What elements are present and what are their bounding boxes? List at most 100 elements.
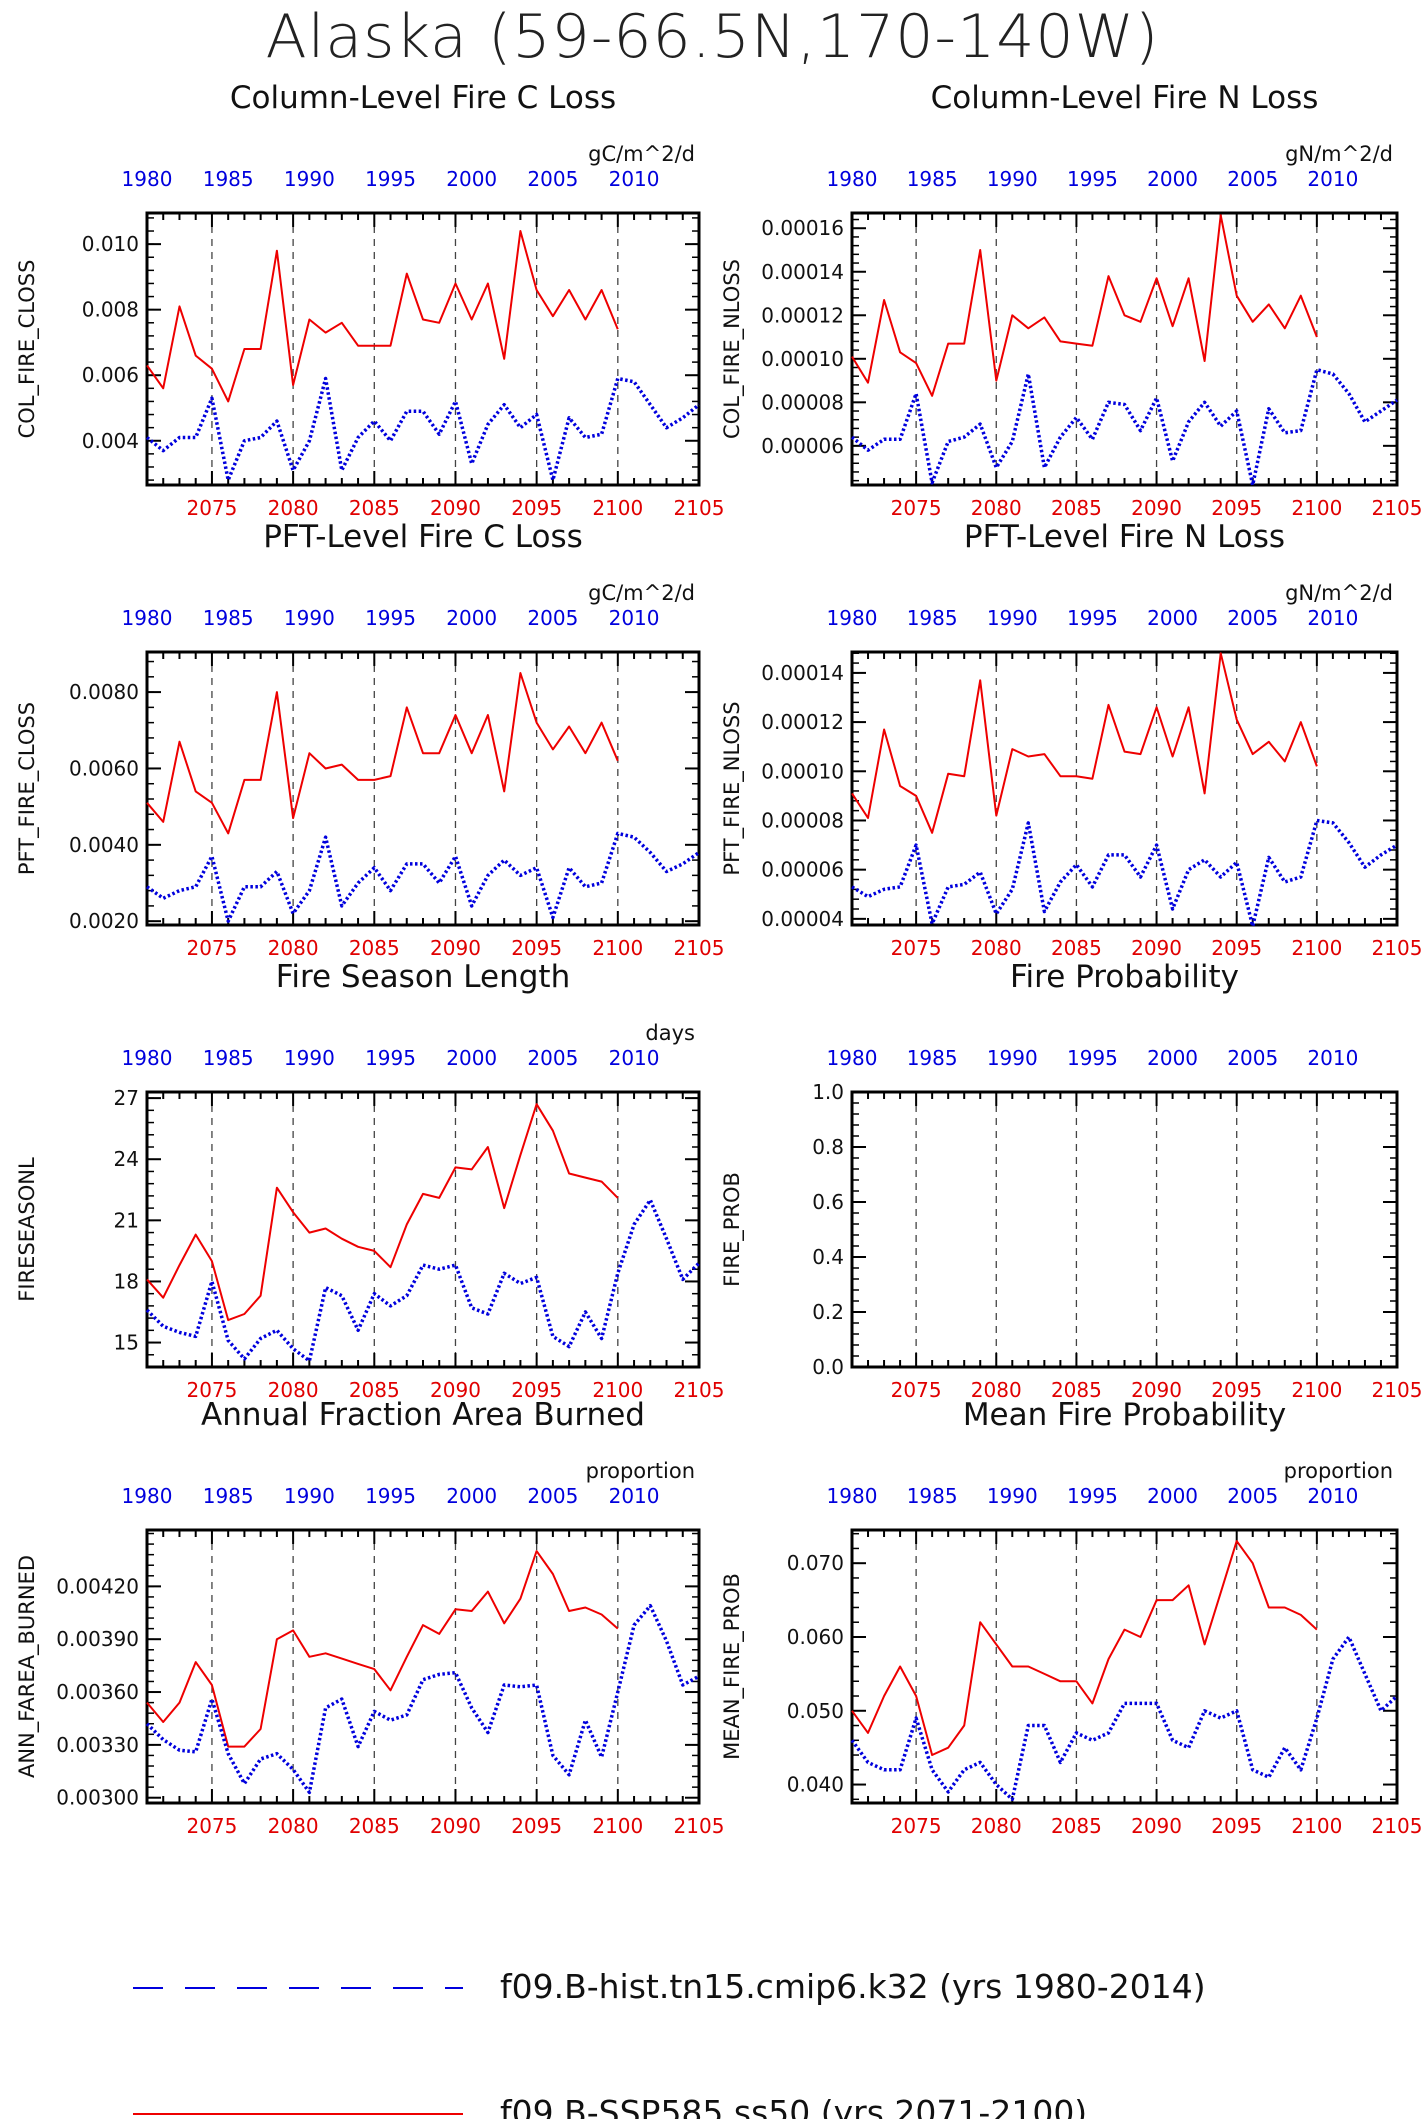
y-tick-label: 0.00016 [761,216,844,240]
top-tick-label: 2010 [609,1484,660,1508]
top-tick-label: 2005 [527,606,578,630]
top-tick-label: 1980 [122,1046,173,1070]
panel-1: Column-Level Fire C Loss gC/m^2/d 2075 2080… [15,80,724,520]
top-tick-label: 2000 [446,1484,497,1508]
y-tick-label: 0.040 [787,1773,844,1797]
top-tick-label: 2010 [1307,606,1358,630]
y-tick-label: 0.2 [812,1300,844,1324]
bottom-tick-label: 2075 [891,496,942,520]
y-axis-label: FIRESEASONL [15,1157,39,1302]
y-tick-label: 0.8 [812,1135,844,1159]
y-tick-label: 0.00006 [761,858,844,882]
bottom-tick-label: 2080 [971,496,1022,520]
top-tick-label: 2005 [527,1046,578,1070]
bottom-tick-label: 2085 [349,1378,400,1402]
panel-5: Fire Season Length days 2075 2080 2085 2090 20… [15,959,724,1402]
bottom-tick-label: 2105 [674,1814,725,1838]
y-tick-label: 27 [114,1086,139,1110]
top-tick-label: 1990 [987,606,1038,630]
y-tick-label: 0.00008 [761,390,844,414]
bottom-tick-label: 2105 [674,936,725,960]
top-tick-label: 2010 [609,1046,660,1070]
top-tick-label: 1985 [907,1484,958,1508]
series-line-hist [850,367,1398,487]
y-axis-label: COL_FIRE_NLOSS [720,259,745,439]
legend-label: f09.B-SSP585.ss50 (yrs 2071-2100) [500,2093,1087,2119]
series-line-ssp585 [146,1103,619,1322]
units-label: gC/m^2/d [588,142,695,166]
bottom-tick-label: 2100 [1291,496,1342,520]
series-line-hist [850,1635,1399,1802]
top-tick-label: 2010 [1307,1484,1358,1508]
bottom-tick-label: 2100 [1291,1814,1342,1838]
top-tick-label: 2000 [1147,1046,1198,1070]
top-tick-label: 1990 [284,1484,335,1508]
series-line-hist [145,376,701,482]
series-line-hist [145,831,701,923]
top-tick-label: 1985 [907,167,958,191]
units-label: proportion [586,1459,695,1483]
plot-frame [145,1090,701,1369]
y-tick-label: 0.00330 [56,1733,139,1757]
top-tick-label: 1980 [827,606,878,630]
top-tick-label: 1995 [1067,1484,1118,1508]
top-tick-label: 2005 [1227,1484,1278,1508]
y-tick-label: 0.00012 [761,710,844,734]
bottom-tick-label: 2085 [1051,1378,1102,1402]
y-tick-label: 0.006 [82,363,139,387]
bottom-tick-label: 2100 [592,1378,643,1402]
y-tick-label: 0.070 [787,1551,844,1575]
bottom-tick-label: 2090 [1131,496,1182,520]
top-tick-label: 1980 [827,1046,878,1070]
series-line-hist [145,1603,700,1795]
bottom-tick-label: 2075 [186,1378,237,1402]
units-label: gN/m^2/d [1285,142,1393,166]
top-tick-label: 1995 [365,1484,416,1508]
y-tick-label: 24 [114,1147,139,1171]
top-tick-label: 1985 [203,1046,254,1070]
bottom-tick-label: 2075 [186,1814,237,1838]
y-tick-label: 0.00010 [761,759,844,783]
series-line-ssp585 [146,1550,619,1748]
top-tick-label: 2000 [1147,1484,1198,1508]
plot-frame [850,211,1399,487]
top-tick-label: 1980 [827,1484,878,1508]
top-tick-label: 1980 [122,1484,173,1508]
bottom-tick-label: 2085 [349,1814,400,1838]
y-tick-label: 0.0080 [69,680,139,704]
top-tick-label: 2005 [527,1484,578,1508]
y-tick-label: 0.00014 [761,661,844,685]
bottom-tick-label: 2080 [971,936,1022,960]
y-tick-label: 0.0040 [69,833,139,857]
y-tick-label: 0.00010 [761,347,844,371]
y-tick-label: 0.0 [812,1355,844,1379]
legend-label: f09.B-hist.tn15.cmip6.k32 (yrs 1980-2014… [500,1967,1206,2006]
bottom-tick-label: 2085 [1051,1814,1102,1838]
y-tick-label: 0.008 [82,298,139,322]
bottom-tick-label: 2080 [268,1814,319,1838]
bottom-tick-label: 2080 [268,496,319,520]
bottom-tick-label: 2085 [349,496,400,520]
bottom-tick-label: 2105 [1372,496,1423,520]
bottom-tick-label: 2105 [1372,1378,1423,1402]
top-tick-label: 1990 [987,1484,1038,1508]
bottom-tick-label: 2085 [1051,936,1102,960]
panel-8: Mean Fire Probability proportion 2075 2080 2… [720,1397,1422,1838]
top-tick-label: 2000 [1147,606,1198,630]
top-tick-label: 1995 [1067,1046,1118,1070]
y-tick-label: 0.00006 [761,434,844,458]
top-tick-label: 1990 [284,167,335,191]
top-tick-label: 1995 [365,1046,416,1070]
bottom-tick-label: 2100 [1291,936,1342,960]
top-tick-label: 1985 [203,167,254,191]
series-line-ssp585 [146,672,619,835]
top-tick-label: 2000 [1147,167,1198,191]
y-axis-label: FIRE_PROB [720,1172,745,1287]
bottom-tick-label: 2095 [511,936,562,960]
bottom-tick-label: 2100 [592,936,643,960]
bottom-tick-label: 2105 [674,1378,725,1402]
top-tick-label: 1985 [907,1046,958,1070]
series-line-hist [851,818,1398,928]
bottom-tick-label: 2075 [186,496,237,520]
y-tick-label: 1.0 [812,1080,844,1104]
